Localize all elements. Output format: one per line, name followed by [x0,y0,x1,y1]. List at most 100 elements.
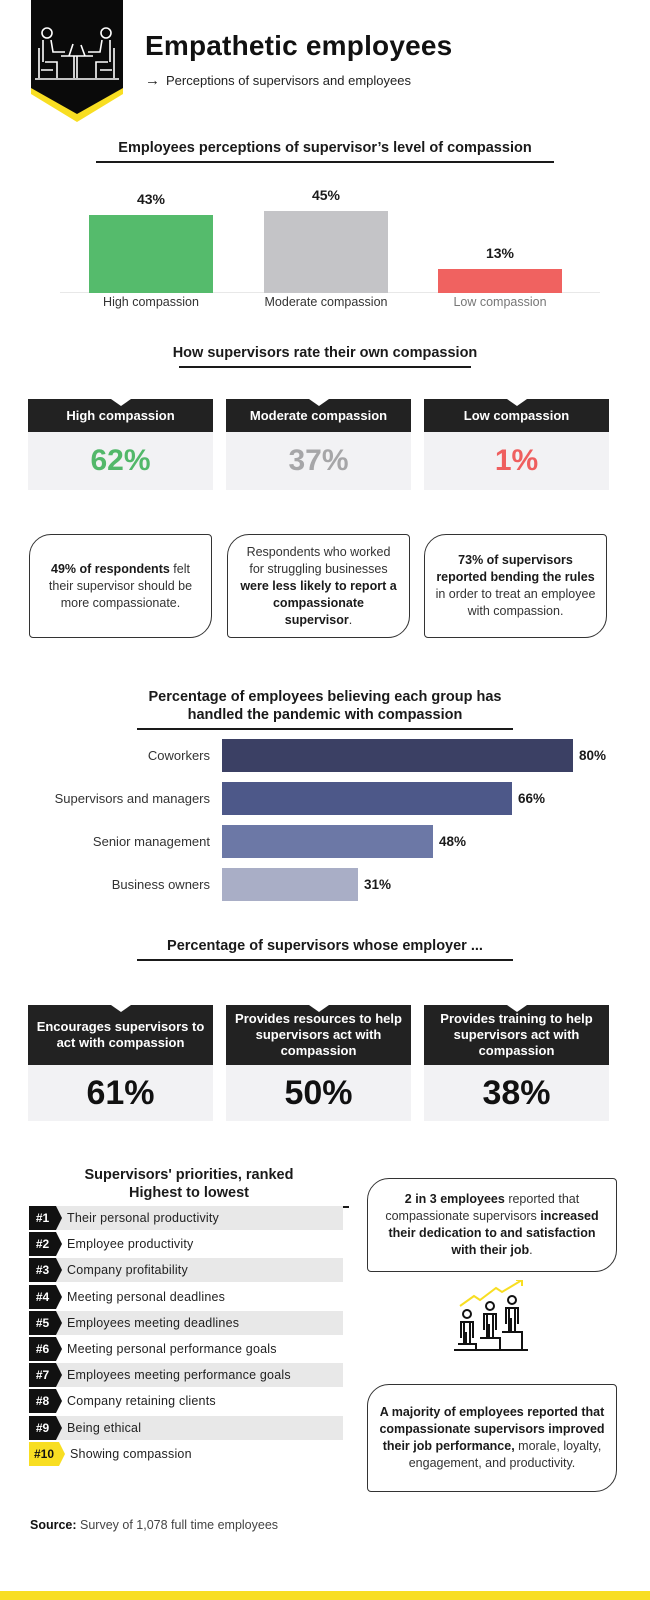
quote-text: Respondents who worked for struggling bu… [246,544,391,576]
rank-badge: #2 [29,1232,62,1257]
priority-item: #7 Employees meeting performance goals [29,1363,343,1388]
section5-title-line2: Highest to lowest [128,1185,250,1201]
title-underline [137,728,513,730]
section4-title-text: Percentage of supervisors whose employer… [167,938,483,954]
quote-text: . [529,1243,533,1257]
card-label: High compassion [28,399,213,432]
rank-badge: #7 [29,1363,62,1388]
hbar-business-owners [222,868,358,901]
card-value: 37% [226,432,411,490]
rank-badge: #1 [29,1206,62,1230]
card-label: Moderate compassion [226,399,411,432]
hbar-category-label: Senior management [92,834,210,849]
bar-value-label: 45% [311,187,341,203]
meeting-people-icon [31,0,123,122]
section2-title: How supervisors rate their own compassio… [0,344,650,368]
hbar-row: Coworkers 80% [0,739,650,772]
priority-item: #2 Employee productivity [29,1232,343,1257]
priority-item: #5 Employees meeting deadlines [29,1310,343,1335]
quote-bold: were less likely to report a compassiona… [240,578,397,627]
card-value: 1% [424,432,609,490]
source-note: Source: Survey of 1,078 full time employ… [30,1518,278,1532]
priority-item: #6 Meeting personal performance goals [29,1337,343,1361]
section4-title: Percentage of supervisors whose employer… [0,937,650,961]
side-quote-1: 2 in 3 employees reported that compassio… [367,1178,617,1272]
priority-label: Being ethical [67,1420,142,1435]
quote-bold: 73% of supervisors reported bending the … [436,553,595,584]
rank-badge: #5 [29,1310,62,1335]
quote-text: felt their supervisor should be more com… [48,561,193,610]
hbar-senior-management [222,825,433,858]
card-value: 62% [28,432,213,490]
section5-title: Supervisors' priorities, ranked Highest … [29,1166,349,1208]
priority-label: Company retaining clients [67,1394,216,1409]
bar-value-label: 43% [136,191,166,207]
side-quote-2: A majority of employees reported that co… [367,1384,617,1492]
section3-title-line1: Percentage of employees believing each g… [148,689,502,705]
footer-accent-bar [0,1591,650,1600]
self-rating-card-low: Low compassion 1% [424,399,609,490]
hbar-category-label: Business owners [111,877,210,892]
card-label: Provides training to help supervisors ac… [424,1005,609,1065]
priority-label: Employees meeting performance goals [67,1368,291,1383]
stat-quote-1: 49% of respondents felt their supervisor… [29,534,212,638]
section1-title-text: Employees perceptions of supervisor’s le… [118,140,532,156]
people-growth-icon [452,1279,534,1363]
page-subtitle: → Perceptions of supervisors and employe… [145,72,411,89]
title-underline [96,161,554,163]
priority-item: #3 Company profitability [29,1258,343,1283]
section1-title: Employees perceptions of supervisor’s le… [0,139,650,163]
priority-label: Employee productivity [67,1237,194,1252]
rank-badge: #4 [29,1284,62,1309]
quote-text: reported that compassionate supervisors [385,1192,580,1223]
hbar-row: Senior management 48% [0,825,650,858]
source-text: Survey of 1,078 full time employees [76,1518,279,1532]
self-rating-card-high: High compassion 62% [28,399,213,490]
quote-text: in order to treat an employee with compa… [435,587,596,618]
bar-category-label: High compassion [103,295,199,309]
bar-category-label: Moderate compassion [264,295,388,309]
priority-label: Meeting personal performance goals [67,1342,277,1356]
page-title: Empathetic employees [145,30,453,61]
employer-card-training: Provides training to help supervisors ac… [424,1005,609,1121]
rank-badge: #6 [29,1337,62,1361]
priority-label: Company profitability [67,1263,188,1278]
header-badge [31,0,123,122]
arrow-right-icon: → [145,72,160,89]
priority-label: Showing compassion [70,1446,192,1461]
quote-bold: A majority of employees reported that co… [379,1405,605,1453]
hbar-value-label: 48% [439,834,467,849]
rank-badge: #10 [29,1441,65,1466]
quote-text: . [348,612,353,627]
section2-title-text: How supervisors rate their own compassio… [172,345,478,361]
compassion-perception-chart: 43% High compassion 45% Moderate compassion… [60,180,600,320]
employer-card-resources: Provides resources to help supervisors a… [226,1005,411,1121]
card-label: Encourages supervisors to act with compa… [28,1005,213,1065]
hbar-category-label: Coworkers [147,748,210,763]
hbar-row: Business owners 31% [0,868,650,901]
title-underline [179,366,471,368]
priority-label: Meeting personal deadlines [67,1289,226,1304]
source-label: Source: [30,1518,77,1532]
priority-label: Their personal productivity [67,1211,219,1225]
quote-bold: increased their dedication to and satisf… [388,1209,599,1257]
employer-card-encourages: Encourages supervisors to act with compa… [28,1005,213,1121]
card-value: 38% [424,1065,609,1121]
bar-category-label: Low compassion [453,295,547,309]
priority-item: #8 Company retaining clients [29,1389,343,1414]
bar-value-label: 13% [485,245,515,261]
subtitle-text: Perceptions of supervisors and employees [166,73,411,88]
quote-bold: 49% of respondents [51,561,170,576]
card-value: 61% [28,1065,213,1121]
stat-quote-2: Respondents who worked for struggling bu… [227,534,410,638]
section5-title-line1: Supervisors' priorities, ranked [84,1167,294,1183]
rank-badge: #9 [29,1415,62,1440]
bar-moderate-compassion [264,211,388,293]
quote-text: morale, loyalty, engagement, and product… [408,1439,602,1470]
hbar-category-label: Supervisors and managers [54,791,210,806]
priority-item: #9 Being ethical [29,1415,343,1440]
card-label: Low compassion [424,399,609,432]
rank-badge: #3 [29,1258,62,1283]
bar-high-compassion [89,215,213,293]
hbar-value-label: 66% [518,791,546,806]
